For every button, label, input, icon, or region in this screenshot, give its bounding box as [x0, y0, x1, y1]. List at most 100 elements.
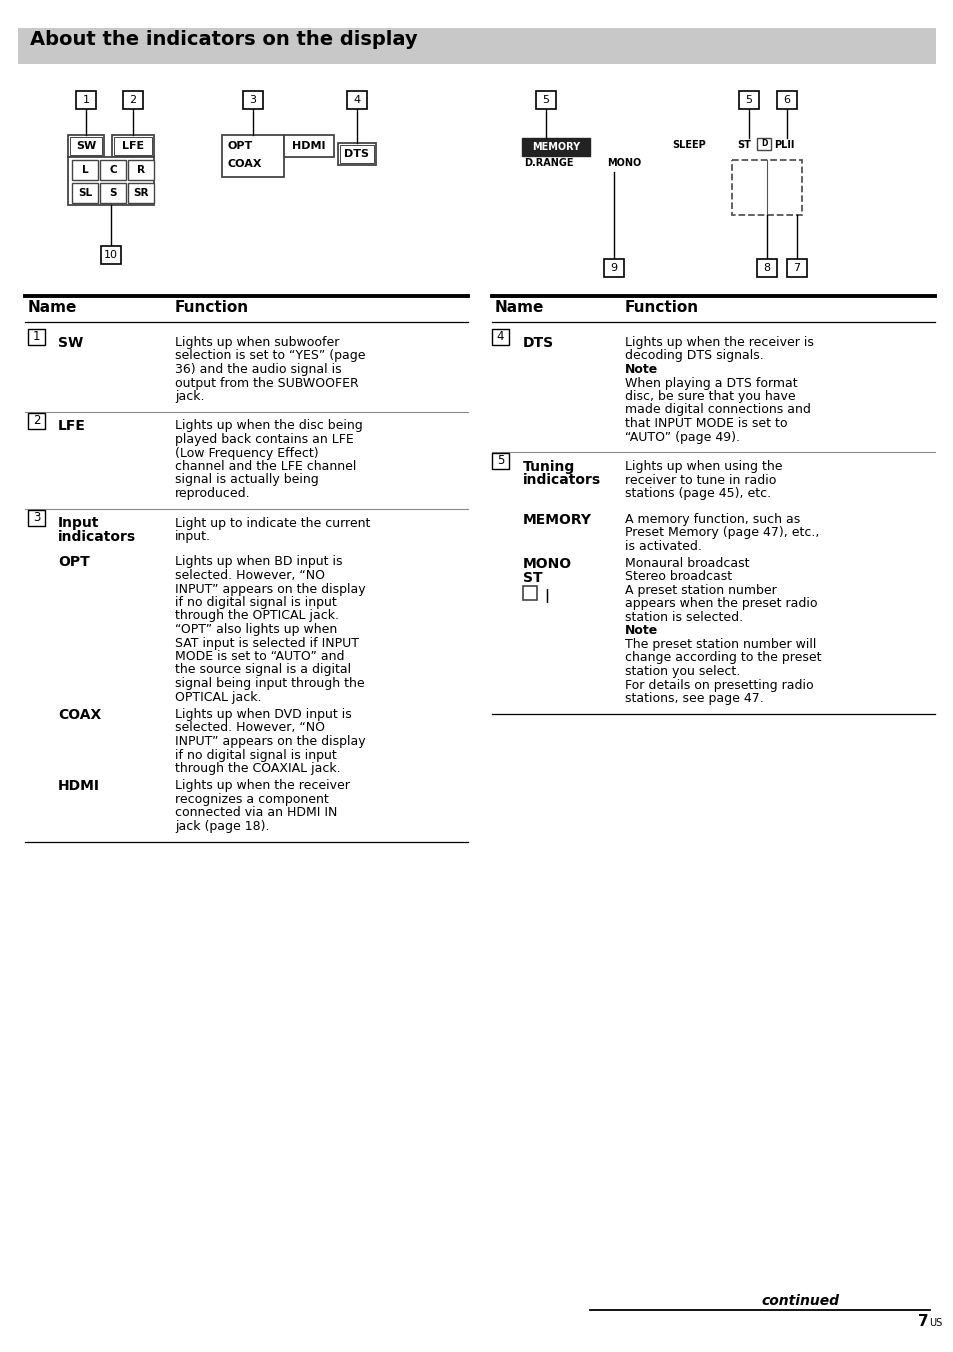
Text: 5: 5: [542, 95, 549, 105]
Text: 1: 1: [82, 95, 90, 105]
Text: if no digital signal is input: if no digital signal is input: [174, 596, 336, 608]
Bar: [284, 135, 334, 157]
Text: Lights up when using the: Lights up when using the: [624, 460, 781, 473]
Text: selection is set to “YES” (page: selection is set to “YES” (page: [174, 350, 365, 362]
Bar: [70, 137, 102, 155]
Text: US: US: [928, 1318, 942, 1328]
Text: Preset Memory (page 47), etc.,: Preset Memory (page 47), etc.,: [624, 526, 819, 539]
Bar: [123, 91, 143, 110]
Text: D: D: [760, 139, 766, 149]
Text: recognizes a component: recognizes a component: [174, 794, 329, 806]
Text: (Low Frequency Effect): (Low Frequency Effect): [174, 446, 318, 460]
Text: reproduced.: reproduced.: [174, 487, 251, 500]
Bar: [337, 143, 375, 165]
Text: COAX: COAX: [228, 160, 262, 169]
Text: channel and the LFE channel: channel and the LFE channel: [174, 460, 356, 473]
Bar: [28, 412, 45, 429]
Text: 5: 5: [744, 95, 752, 105]
Bar: [731, 160, 801, 215]
Text: Name: Name: [28, 300, 77, 315]
Bar: [101, 246, 121, 264]
Text: decoding DTS signals.: decoding DTS signals.: [624, 350, 763, 362]
Text: signal is actually being: signal is actually being: [174, 473, 318, 487]
Text: A memory function, such as: A memory function, such as: [624, 512, 800, 526]
Text: 4: 4: [353, 95, 360, 105]
Bar: [739, 91, 759, 110]
Bar: [76, 91, 96, 110]
Text: stations (page 45), etc.: stations (page 45), etc.: [624, 487, 770, 500]
Text: Lights up when the disc being: Lights up when the disc being: [174, 419, 362, 433]
Text: that INPUT MODE is set to: that INPUT MODE is set to: [624, 416, 786, 430]
Text: About the indicators on the display: About the indicators on the display: [30, 30, 417, 49]
Text: signal being input through the: signal being input through the: [174, 677, 364, 690]
Bar: [100, 160, 126, 180]
Text: INPUT” appears on the display: INPUT” appears on the display: [174, 735, 365, 748]
Bar: [347, 91, 367, 110]
Bar: [68, 135, 104, 157]
Text: COAX: COAX: [58, 708, 101, 722]
Text: HDMI: HDMI: [292, 141, 325, 151]
Text: Stereo broadcast: Stereo broadcast: [624, 571, 731, 584]
Text: C: C: [109, 165, 116, 174]
Bar: [128, 183, 153, 203]
Text: disc, be sure that you have: disc, be sure that you have: [624, 389, 795, 403]
Text: Input: Input: [58, 516, 99, 530]
Bar: [522, 585, 537, 600]
Text: played back contains an LFE: played back contains an LFE: [174, 433, 354, 446]
Bar: [112, 135, 153, 157]
Text: HDMI: HDMI: [58, 780, 100, 794]
Text: is activated.: is activated.: [624, 539, 701, 553]
Bar: [536, 91, 556, 110]
Text: When playing a DTS format: When playing a DTS format: [624, 376, 797, 389]
Text: 3: 3: [32, 511, 40, 525]
Text: Function: Function: [624, 300, 699, 315]
Bar: [757, 138, 770, 150]
Text: SR: SR: [133, 188, 149, 197]
Text: 1: 1: [32, 330, 40, 343]
Text: 3: 3: [250, 95, 256, 105]
Text: R: R: [137, 165, 145, 174]
Text: appears when the preset radio: appears when the preset radio: [624, 598, 817, 611]
Text: The preset station number will: The preset station number will: [624, 638, 816, 652]
Text: 9: 9: [610, 264, 617, 273]
Bar: [243, 91, 263, 110]
Bar: [521, 138, 589, 155]
Bar: [757, 260, 776, 277]
Text: Note: Note: [624, 625, 658, 638]
Bar: [492, 329, 509, 345]
Text: 8: 8: [762, 264, 770, 273]
Text: Note: Note: [624, 362, 658, 376]
Text: |: |: [543, 589, 548, 603]
Text: continued: continued: [760, 1294, 838, 1307]
Text: L: L: [82, 165, 89, 174]
Text: station you select.: station you select.: [624, 665, 740, 677]
Text: input.: input.: [174, 530, 211, 544]
Text: 7: 7: [917, 1314, 927, 1329]
Text: 6: 6: [782, 95, 790, 105]
Text: SW: SW: [76, 141, 96, 151]
Text: Name: Name: [495, 300, 544, 315]
Text: 5: 5: [497, 454, 503, 468]
Text: Lights up when the receiver: Lights up when the receiver: [174, 780, 350, 792]
Bar: [18, 28, 935, 64]
Text: For details on presetting radio: For details on presetting radio: [624, 679, 813, 691]
Text: through the OPTICAL jack.: through the OPTICAL jack.: [174, 610, 338, 622]
Text: if no digital signal is input: if no digital signal is input: [174, 749, 336, 761]
Text: SLEEP: SLEEP: [671, 141, 705, 150]
Text: “OPT” also lights up when: “OPT” also lights up when: [174, 623, 337, 635]
Text: MONO: MONO: [606, 158, 640, 168]
Text: receiver to tune in radio: receiver to tune in radio: [624, 473, 776, 487]
Bar: [113, 137, 152, 155]
Bar: [71, 183, 98, 203]
Text: OPTICAL jack.: OPTICAL jack.: [174, 691, 261, 703]
Text: 36) and the audio signal is: 36) and the audio signal is: [174, 362, 341, 376]
Text: station is selected.: station is selected.: [624, 611, 742, 625]
Bar: [28, 510, 45, 526]
Text: SL: SL: [78, 188, 92, 197]
Text: connected via an HDMI IN: connected via an HDMI IN: [174, 807, 337, 819]
Text: D.RANGE: D.RANGE: [523, 158, 573, 168]
Text: MONO: MONO: [522, 557, 572, 571]
Bar: [128, 160, 153, 180]
Text: indicators: indicators: [522, 473, 600, 488]
Bar: [28, 329, 45, 345]
